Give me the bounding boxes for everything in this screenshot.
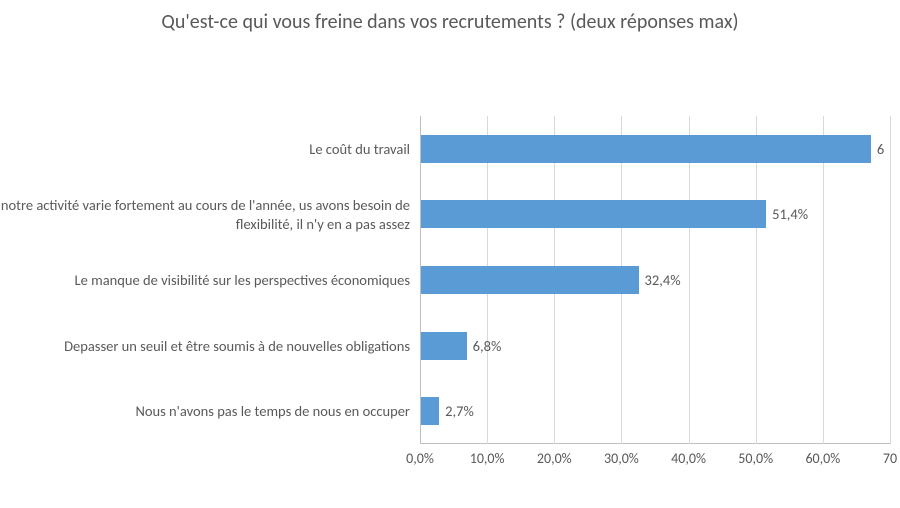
value-label: 6,8% xyxy=(473,332,502,360)
category-label: Le coût du travail xyxy=(0,140,410,158)
plot-area: 0,0%10,0%20,0%30,0%40,0%50,0%60,0%70Le c… xyxy=(420,116,890,444)
category-label: Le manque de visibilité sur les perspect… xyxy=(0,271,410,289)
bar-chart: Qu'est-ce qui vous freine dans vos recru… xyxy=(0,0,900,508)
bar-row: notre activité varie fortement au cours … xyxy=(420,182,890,248)
bar xyxy=(421,397,439,425)
x-tick-label: 0,0% xyxy=(406,450,434,467)
x-tick-label: 50,0% xyxy=(738,450,773,467)
bar xyxy=(421,200,766,228)
value-label: 2,7% xyxy=(445,397,474,425)
category-label: Depasser un seuil et être soumis à de no… xyxy=(0,337,410,355)
x-tick-label: 60,0% xyxy=(805,450,840,467)
x-tick-label: 70 xyxy=(883,450,897,467)
x-tick-label: 40,0% xyxy=(671,450,706,467)
bar xyxy=(421,266,639,294)
gridline xyxy=(890,116,891,444)
value-label: 6 xyxy=(877,135,884,163)
chart-title: Qu'est-ce qui vous freine dans vos recru… xyxy=(0,0,900,41)
x-tick-label: 20,0% xyxy=(537,450,572,467)
bar-row: Depasser un seuil et être soumis à de no… xyxy=(420,313,890,379)
bar xyxy=(421,135,871,163)
value-label: 32,4% xyxy=(645,266,681,294)
bar-row: Nous n'avons pas le temps de nous en occ… xyxy=(420,378,890,444)
value-label: 51,4% xyxy=(772,200,808,228)
bar xyxy=(421,332,467,360)
category-label: Nous n'avons pas le temps de nous en occ… xyxy=(0,402,410,420)
bar-row: Le coût du travail6 xyxy=(420,116,890,182)
x-tick-label: 30,0% xyxy=(604,450,639,467)
category-label: notre activité varie fortement au cours … xyxy=(0,196,410,232)
bar-row: Le manque de visibilité sur les perspect… xyxy=(420,247,890,313)
x-tick-label: 10,0% xyxy=(470,450,505,467)
